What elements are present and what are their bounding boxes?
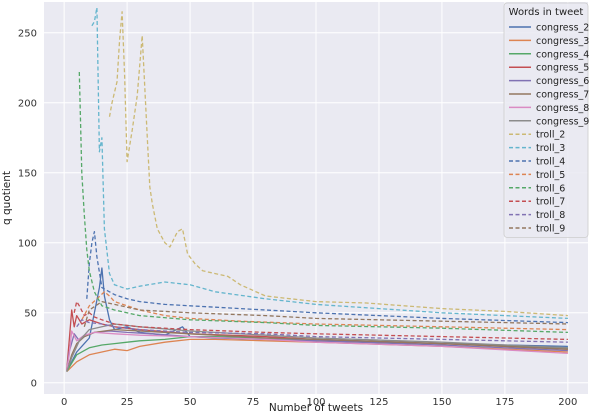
legend-label: congress_8 [536,103,589,114]
legend-label: troll_2 [536,130,565,141]
x-tick-label: 50 [184,397,197,408]
x-tick-label: 150 [432,397,451,408]
legend-label: troll_4 [536,157,565,168]
series-lines [66,6,568,373]
x-tick-label: 200 [558,397,577,408]
series-line-troll-6 [78,71,568,334]
legend-label: troll_9 [536,224,565,235]
series-line-troll-3 [91,6,568,320]
x-tick-label: 75 [247,397,260,408]
legend-label: congress_7 [536,90,589,101]
legend-label: congress_5 [536,63,589,74]
series-line-congress-6 [66,330,568,371]
y-tick-label: 250 [18,28,37,39]
tick-labels: 0 25 50 75 100 125 150 175 200 0 50 100 150 200 250 [18,28,577,408]
y-tick-label: 50 [24,308,37,319]
legend-title: Words in tweet [509,7,584,18]
legend-label: troll_3 [536,143,565,154]
legend-label: troll_5 [536,170,565,181]
legend-label: troll_6 [536,183,565,194]
x-tick-label: 0 [61,397,67,408]
y-tick-label: 200 [18,98,37,109]
y-tick-label: 100 [18,238,37,249]
series-line-congress-7 [66,328,568,372]
legend-label: troll_8 [536,210,565,221]
y-tick-label: 0 [31,378,37,389]
legend-box [503,2,589,238]
x-tick-label: 25 [121,397,134,408]
x-tick-label: 175 [495,397,514,408]
series-line-troll-7 [73,300,568,341]
series-line-troll-9 [83,300,568,327]
legend: Words in tweet congress_2congress_3congr… [503,2,589,238]
x-tick-label: 100 [306,397,325,408]
series-line-congress-8 [66,330,568,371]
series-line-troll-4 [86,230,568,324]
legend-label: congress_3 [536,36,589,47]
y-axis-label: q quotient [1,171,13,225]
series-line-troll-2 [108,11,568,317]
y-tick-label: 150 [18,168,37,179]
legend-label: congress_2 [536,23,589,34]
legend-label: congress_6 [536,76,589,87]
legend-label: troll_7 [536,197,565,208]
series-line-troll-8 [76,319,568,343]
legend-items: congress_2 congress_3 congress_4 congress_5… [509,23,589,235]
x-tick-label: 125 [369,397,388,408]
legend-label: congress_4 [536,49,589,60]
legend-label: congress_9 [536,116,589,127]
x-axis-label: Number of tweets [269,402,363,414]
